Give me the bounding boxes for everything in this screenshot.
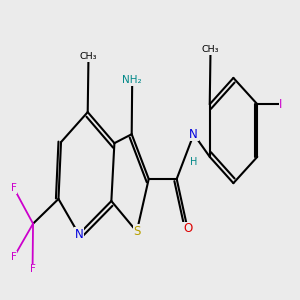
Text: F: F	[11, 252, 17, 262]
Text: F: F	[11, 183, 17, 194]
Text: I: I	[279, 98, 283, 111]
Text: S: S	[133, 225, 140, 238]
Text: N: N	[189, 128, 198, 141]
Text: NH₂: NH₂	[122, 75, 142, 85]
Text: O: O	[183, 222, 192, 236]
Text: H: H	[190, 157, 197, 166]
Text: N: N	[74, 228, 83, 241]
Text: CH₃: CH₃	[202, 46, 219, 55]
Text: CH₃: CH₃	[80, 52, 97, 61]
Text: F: F	[30, 265, 35, 275]
